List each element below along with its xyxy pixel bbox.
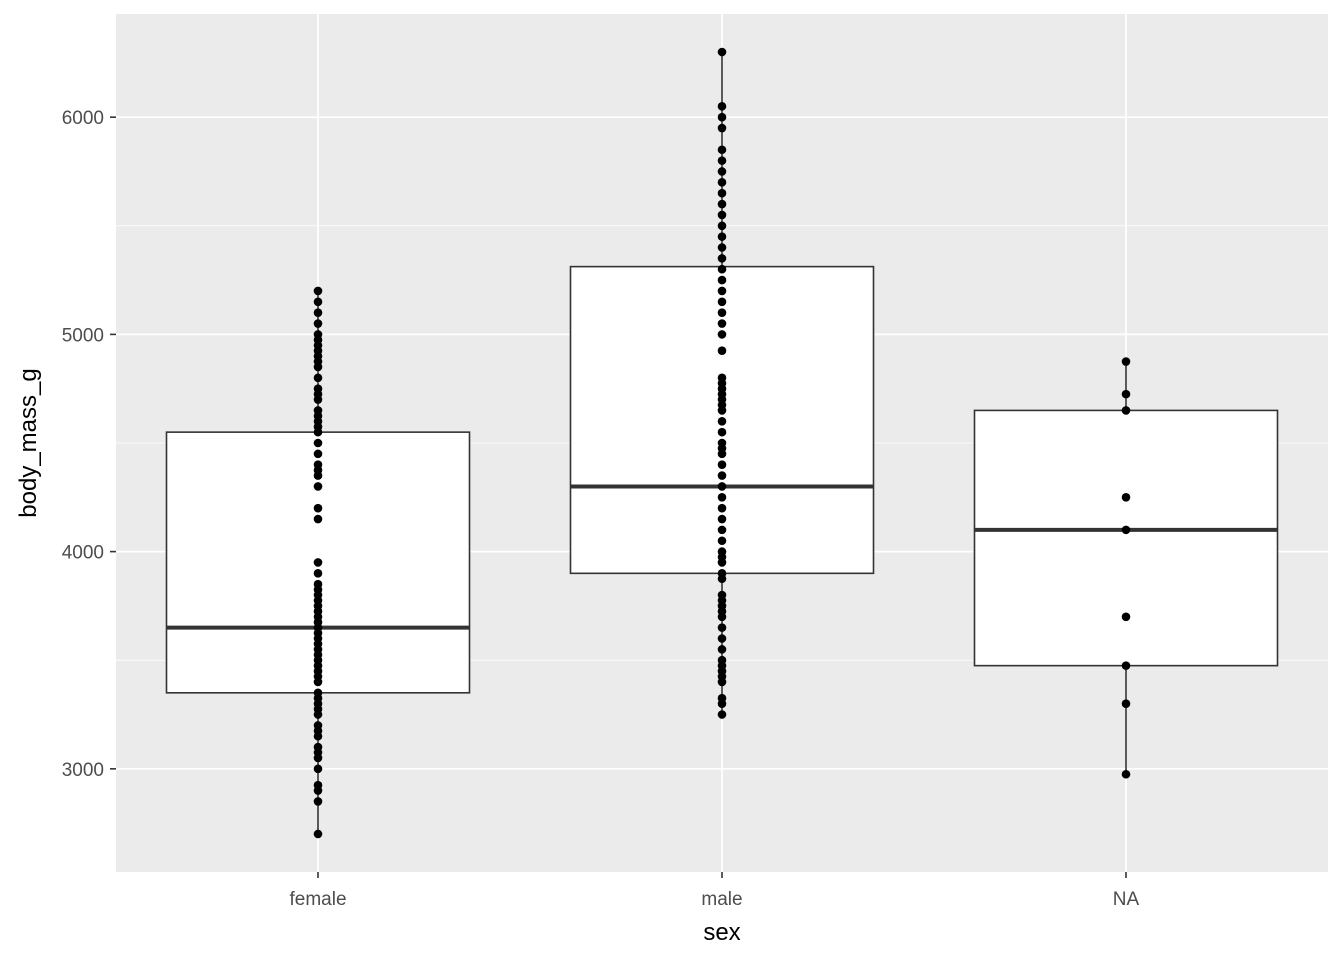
data-point [1121,612,1131,622]
data-point [717,438,727,448]
data-point [717,547,727,556]
data-point [313,503,323,513]
data-point [313,406,323,415]
data-point [717,243,727,252]
data-point [717,503,727,513]
data-point [313,330,323,339]
data-point [313,286,323,296]
x-tick-label: male [701,889,742,910]
data-point [717,655,727,665]
data-point [313,569,323,578]
data-point [717,167,727,176]
data-point [717,275,727,285]
data-point [717,232,727,241]
data-point [717,156,727,165]
x-axis-title: sex [703,919,740,946]
data-point [717,346,727,355]
data-point [717,493,727,502]
data-point [313,373,323,383]
data-point [313,514,323,524]
y-tick-label: 3000 [62,760,104,781]
data-point [717,645,727,654]
data-point [717,536,727,546]
data-point [717,178,727,187]
data-point [313,438,323,448]
data-point [717,286,727,296]
data-point [1121,357,1131,366]
data-point [1121,769,1131,779]
y-tick-label: 4000 [62,543,104,564]
data-point [717,254,727,263]
y-tick-label: 5000 [62,325,104,346]
data-point [717,590,727,600]
data-point [717,123,727,133]
x-tick-label: NA [1113,889,1140,910]
data-point [717,514,727,524]
data-point [313,297,323,307]
data-point [313,780,323,790]
data-point [717,145,727,155]
data-point [717,525,727,535]
data-point [313,460,323,470]
data-point [717,373,727,383]
x-tick-label: female [289,889,346,910]
data-point [717,199,727,209]
data-points [313,47,1131,839]
data-point [717,710,727,719]
data-point [313,482,323,491]
data-point [1121,525,1131,535]
data-point [313,384,323,393]
data-point [717,569,727,578]
data-point [717,482,727,491]
data-point [1121,406,1131,415]
data-point [717,188,727,198]
data-point [1121,661,1131,670]
data-point [313,449,323,459]
data-point [313,319,323,328]
data-point [313,688,323,698]
data-point [717,427,727,437]
data-point [717,634,727,643]
data-point [717,471,727,480]
data-point [313,764,323,774]
data-point [313,579,323,589]
data-point [717,308,727,317]
y-tick-label: 6000 [62,108,104,129]
data-point [717,112,727,122]
data-point [717,330,727,339]
data-point [717,623,727,632]
data-point [717,416,727,426]
data-point [717,47,727,57]
data-point [717,693,727,703]
axes: 3000 4000 5000 6000 female male NA [62,108,1140,910]
data-point [313,797,323,806]
data-point [717,319,727,328]
data-point [313,308,323,317]
data-point [717,297,727,307]
data-point [313,721,323,730]
data-point [313,829,323,839]
box-NA [973,409,1279,667]
data-point [1121,699,1131,708]
data-point [1121,493,1131,502]
data-point [717,460,727,470]
data-point [1121,389,1131,399]
data-point [717,264,727,274]
data-point [313,558,323,567]
data-point [717,210,727,220]
data-point [717,102,727,111]
y-axis-title: body_mass_g [15,368,42,517]
data-point [717,221,727,231]
data-point [313,742,323,752]
